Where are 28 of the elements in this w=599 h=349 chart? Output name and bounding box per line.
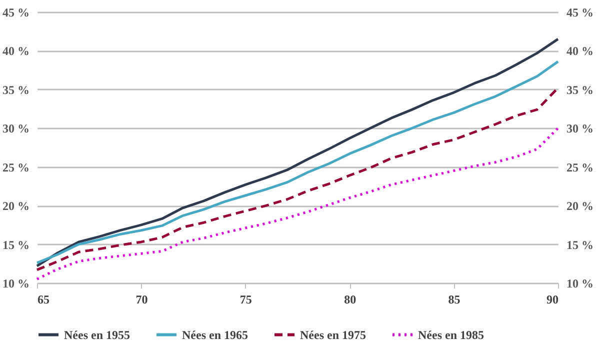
y-tick-label: 45 % bbox=[2, 6, 30, 20]
x-tick-label: 70 bbox=[136, 292, 148, 306]
y2-tick-label: 20 % bbox=[566, 199, 594, 214]
y-tick-label: 15 % bbox=[2, 238, 30, 252]
y2-tick-label: 25 % bbox=[566, 160, 594, 174]
x-tick-label: 65 bbox=[38, 292, 50, 306]
y2-tick-label: 10 % bbox=[566, 276, 594, 290]
x-tick-label: 75 bbox=[240, 292, 252, 306]
y-tick-label: 35 % bbox=[2, 82, 30, 97]
y2-tick-label: 15 % bbox=[566, 238, 594, 252]
legend-label: Nées en 1965 bbox=[182, 328, 248, 342]
y-tick-label: 10 % bbox=[2, 276, 30, 290]
y-tick-label: 20 % bbox=[2, 199, 30, 214]
y-tick-label: 30 % bbox=[2, 122, 30, 136]
y-tick-label: 25 % bbox=[2, 160, 30, 174]
x-tick-label: 90 bbox=[546, 292, 558, 306]
legend-label: Nées en 1975 bbox=[300, 328, 366, 342]
y2-tick-label: 40 % bbox=[566, 44, 594, 58]
y2-tick-label: 35 % bbox=[566, 82, 594, 97]
line-series bbox=[36, 126, 560, 280]
legend-label: Nées en 1955 bbox=[64, 328, 130, 342]
x-tick-label: 85 bbox=[448, 292, 460, 306]
line-series bbox=[36, 86, 560, 272]
y2-tick-label: 30 % bbox=[566, 122, 594, 136]
x-tick-label: 80 bbox=[344, 292, 356, 306]
legend-label: Nées en 1985 bbox=[418, 328, 484, 342]
y2-tick-label: 45 % bbox=[566, 6, 594, 20]
y-tick-label: 40 % bbox=[2, 44, 30, 58]
